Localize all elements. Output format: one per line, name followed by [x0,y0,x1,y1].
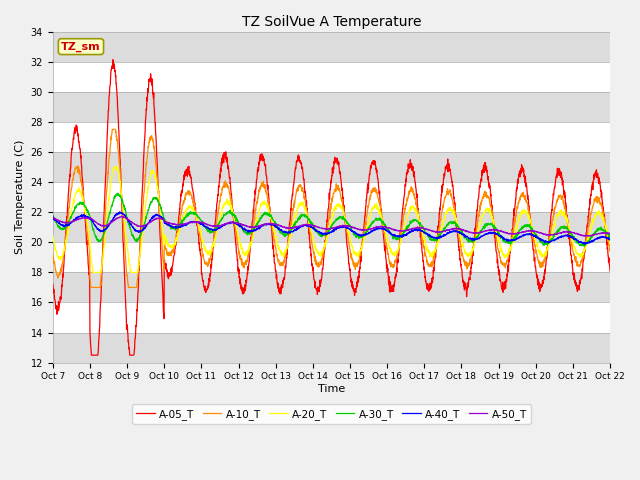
Legend: A-05_T, A-10_T, A-20_T, A-30_T, A-40_T, A-50_T: A-05_T, A-10_T, A-20_T, A-30_T, A-40_T, … [132,405,531,424]
A-30_T [114,190,122,196]
A-20_T [111,164,118,170]
A-40_T [49,215,56,220]
Bar [52,152,610,182]
A-40_T [606,236,614,242]
A-40_T [360,232,368,238]
A-05_T [606,268,614,274]
A-05_T [88,352,95,358]
A-20_T [90,269,97,275]
A-40_T [557,235,565,240]
Bar [52,122,610,152]
Title: TZ SoilVue A Temperature: TZ SoilVue A Temperature [242,15,421,29]
A-10_T [573,262,580,268]
A-40_T [116,209,124,215]
Bar [52,212,610,242]
A-05_T [49,281,56,287]
A-50_T [493,228,501,233]
A-50_T [587,233,595,239]
Line: A-30_T: A-30_T [52,193,610,246]
A-10_T [606,246,614,252]
A-40_T [348,228,356,234]
A-20_T [348,242,356,248]
Bar [52,272,610,302]
A-50_T [573,230,580,236]
A-40_T [493,232,501,238]
Line: A-40_T: A-40_T [52,212,610,244]
Bar [52,242,610,272]
A-50_T [606,231,614,237]
Bar [52,302,610,333]
A-05_T [205,283,212,289]
A-30_T [606,233,614,239]
X-axis label: Time: Time [318,384,345,394]
A-10_T [494,246,502,252]
A-10_T [49,250,56,256]
A-05_T [109,57,116,62]
Line: A-05_T: A-05_T [52,60,610,355]
A-10_T [360,227,368,233]
A-40_T [573,237,580,242]
A-20_T [49,233,56,239]
A-30_T [360,232,368,238]
A-20_T [205,251,212,257]
A-10_T [87,285,95,290]
A-20_T [360,233,368,239]
A-30_T [205,228,212,234]
Y-axis label: Soil Temperature (C): Soil Temperature (C) [15,140,25,254]
A-05_T [348,278,356,284]
A-30_T [557,224,565,230]
A-50_T [557,230,565,236]
Bar [52,182,610,212]
A-40_T [205,226,212,231]
A-20_T [606,240,614,246]
Text: TZ_sm: TZ_sm [61,41,100,52]
Line: A-50_T: A-50_T [52,216,610,236]
Bar [52,61,610,92]
A-50_T [119,214,127,219]
Bar [52,333,610,363]
A-30_T [493,229,501,235]
Bar [52,32,610,61]
A-05_T [557,169,565,175]
A-50_T [49,216,56,221]
A-30_T [348,228,356,234]
A-30_T [580,243,588,249]
A-05_T [360,222,368,228]
A-50_T [205,222,212,228]
Line: A-10_T: A-10_T [52,130,610,288]
A-50_T [360,227,368,233]
A-40_T [580,241,588,247]
A-10_T [348,256,356,262]
A-20_T [494,233,502,239]
A-10_T [557,196,565,202]
A-10_T [205,260,212,265]
A-20_T [573,251,580,256]
A-50_T [348,224,356,230]
A-10_T [109,127,116,132]
Line: A-20_T: A-20_T [52,167,610,272]
Bar [52,92,610,122]
A-30_T [573,239,580,245]
A-05_T [573,286,580,291]
A-20_T [557,208,565,214]
A-05_T [494,262,502,267]
A-30_T [49,213,56,219]
